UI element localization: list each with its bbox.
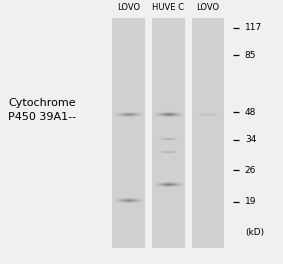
Text: 117: 117 — [245, 23, 262, 32]
Text: P450 39A1--: P450 39A1-- — [8, 112, 77, 122]
Text: 85: 85 — [245, 51, 256, 60]
Text: 19: 19 — [245, 197, 256, 206]
Bar — [152, 18, 185, 248]
Bar — [113, 18, 145, 248]
Bar — [192, 18, 224, 248]
Text: 48: 48 — [245, 108, 256, 117]
Text: HUVE C: HUVE C — [152, 3, 185, 12]
Text: 26: 26 — [245, 166, 256, 175]
Text: Cytochrome: Cytochrome — [8, 98, 76, 108]
Text: LOVO: LOVO — [117, 3, 140, 12]
Text: LOVO: LOVO — [196, 3, 220, 12]
Text: 34: 34 — [245, 135, 256, 144]
Text: (kD): (kD) — [245, 228, 264, 237]
